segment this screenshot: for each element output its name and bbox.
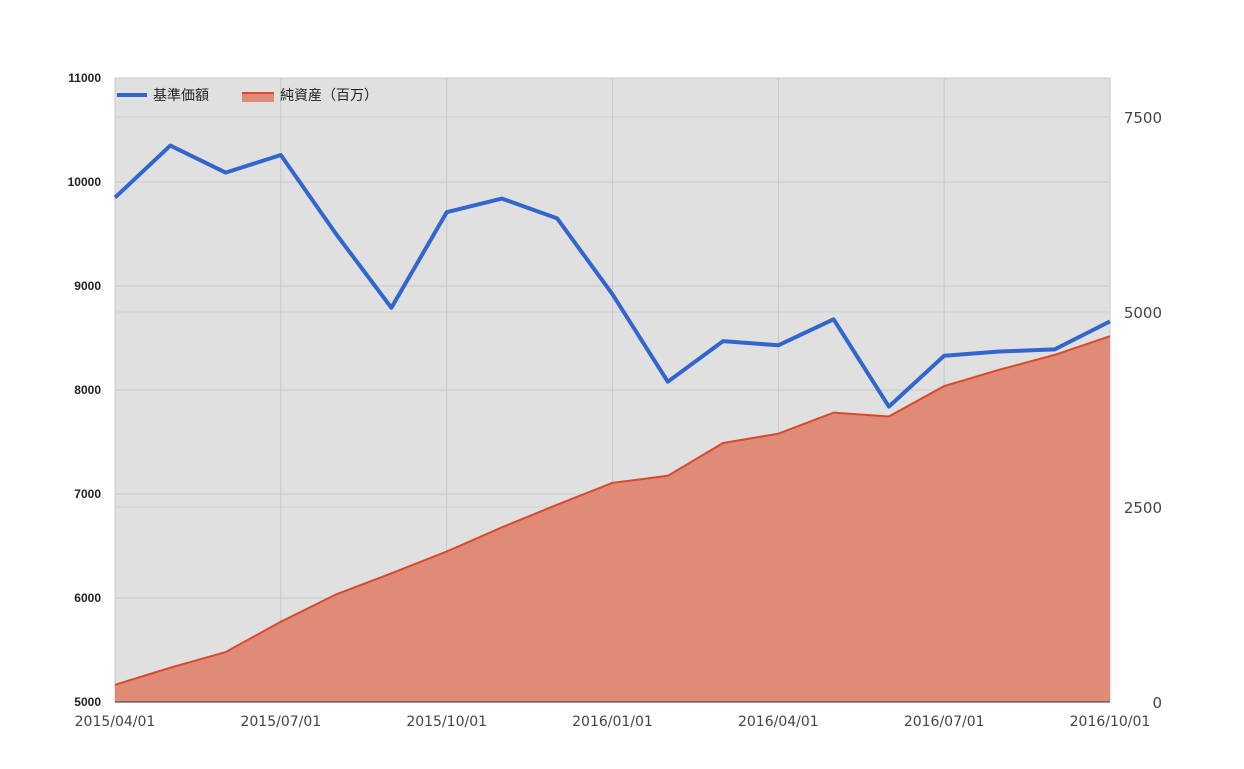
left-axis-ticks: 5000 6000 7000 8000 9000 10000 11000 xyxy=(68,71,102,709)
right-tick-label: 5000 xyxy=(1124,304,1162,322)
left-tick-label: 5000 xyxy=(74,695,101,709)
legend-swatch-net-assets xyxy=(242,93,274,102)
right-tick-label: 0 xyxy=(1152,694,1162,712)
legend: 基準価額 純資産（百万） xyxy=(117,87,378,104)
right-axis-ticks: 0 2500 5000 7500 xyxy=(1124,109,1162,712)
left-tick-label: 9000 xyxy=(74,279,101,293)
right-tick-label: 7500 xyxy=(1124,109,1162,127)
legend-label-nav: 基準価額 xyxy=(153,87,209,104)
left-tick-label: 10000 xyxy=(68,175,102,189)
net-assets-area xyxy=(115,336,1110,702)
x-tick-label: 2015/04/01 xyxy=(75,714,156,730)
nav-price-line xyxy=(113,143,1111,409)
x-tick-label: 2016/10/01 xyxy=(1070,714,1151,730)
legend-item-net-assets: 純資産（百万） xyxy=(242,88,378,104)
legend-label-net-assets: 純資産（百万） xyxy=(280,88,378,104)
x-axis-ticks: 2015/04/01 2015/07/01 2015/10/01 2016/01/01… xyxy=(75,714,1151,730)
legend-item-nav: 基準価額 xyxy=(117,87,209,104)
left-tick-label: 11000 xyxy=(68,71,101,85)
x-tick-label: 2016/07/01 xyxy=(904,714,985,730)
net-assets-line xyxy=(114,335,1111,686)
x-tick-label: 2015/10/01 xyxy=(406,714,487,730)
left-tick-label: 7000 xyxy=(74,487,101,501)
x-tick-label: 2015/07/01 xyxy=(240,714,321,730)
left-tick-label: 8000 xyxy=(74,383,101,397)
x-tick-label: 2016/04/01 xyxy=(738,714,819,730)
left-tick-label: 6000 xyxy=(74,591,101,605)
x-tick-label: 2016/01/01 xyxy=(572,714,653,730)
right-tick-label: 2500 xyxy=(1124,499,1162,517)
